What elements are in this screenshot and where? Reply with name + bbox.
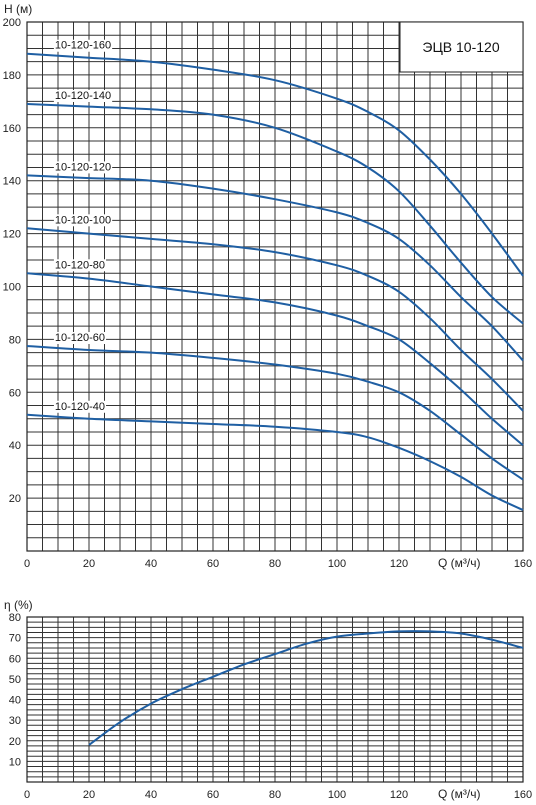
y-tick-label: 80 <box>9 334 21 346</box>
series-label: 10-120-60 <box>55 332 105 344</box>
x-tick-label: 160 <box>514 558 532 570</box>
series-label-background <box>53 39 113 52</box>
series-line <box>26 52 524 277</box>
efficiency-chart-frame <box>26 616 524 783</box>
head-y-axis-label: H (м) <box>4 2 32 16</box>
x-tick-label: 80 <box>269 558 281 570</box>
series-label: 10-120-40 <box>55 401 105 413</box>
efficiency-chart: 0 20 40 60 80 100 120 160 10 20 30 40 50 60 70 80 η (%)… <box>4 598 532 801</box>
y-tick-label: 100 <box>3 282 21 294</box>
x-tick-label: 160 <box>514 789 532 801</box>
y-tick-label: 50 <box>9 674 21 686</box>
x-tick-label: 20 <box>83 558 95 570</box>
efficiency-x-axis-label: Q (м³/ч) <box>438 787 481 801</box>
y-tick-label: 200 <box>3 17 21 29</box>
head-chart-frame <box>26 21 524 552</box>
x-tick-label: 100 <box>328 789 346 801</box>
x-tick-label: 80 <box>269 789 281 801</box>
head-curves: 10-120-160 10-120-140 10-120-120 10-120-100… <box>26 39 524 511</box>
efficiency-y-axis-label: η (%) <box>4 598 33 612</box>
x-tick-label: 60 <box>207 558 219 570</box>
series-line <box>26 345 524 481</box>
series-label: 10-120-100 <box>55 214 111 226</box>
y-tick-label: 60 <box>9 387 21 399</box>
series-label: 10-120-120 <box>55 161 111 173</box>
x-tick-label: 100 <box>328 558 346 570</box>
series-label: 10-120-140 <box>55 90 111 102</box>
y-tick-label: 60 <box>9 653 21 665</box>
series-label: 10-120-160 <box>55 40 111 52</box>
series-line <box>26 103 524 325</box>
x-tick-label: 120 <box>390 789 408 801</box>
series-label-background <box>53 161 113 174</box>
head-grid <box>26 21 524 552</box>
series-line <box>26 272 524 446</box>
y-tick-label: 10 <box>9 756 21 768</box>
series-label-background <box>53 214 113 227</box>
series-label-background <box>53 332 107 345</box>
series-label-background <box>53 259 107 272</box>
head-x-axis-label: Q (м³/ч) <box>438 556 481 570</box>
y-tick-label: 120 <box>3 229 21 241</box>
series-label: 10-120-80 <box>55 259 105 271</box>
series-line <box>26 174 524 362</box>
x-tick-label: 0 <box>24 558 30 570</box>
efficiency-tick-labels: 0 20 40 60 80 100 120 160 10 20 30 40 50 60 70 80 <box>9 612 532 801</box>
x-tick-label: 20 <box>83 789 95 801</box>
series-line <box>26 227 524 412</box>
series-line <box>88 630 524 746</box>
y-tick-label: 140 <box>3 176 21 188</box>
efficiency-curves <box>88 630 524 746</box>
x-tick-label: 0 <box>24 789 30 801</box>
x-tick-label: 120 <box>390 558 408 570</box>
x-tick-label: 40 <box>145 789 157 801</box>
x-tick-label: 60 <box>207 789 219 801</box>
y-tick-label: 80 <box>9 612 21 624</box>
y-tick-label: 40 <box>9 695 21 707</box>
y-tick-label: 30 <box>9 715 21 727</box>
head-chart: 10-120-160 10-120-140 10-120-120 10-120-100… <box>3 2 533 570</box>
y-tick-label: 180 <box>3 70 21 82</box>
series-label-background <box>53 400 107 413</box>
chart-title-box <box>399 21 524 73</box>
head-tick-labels: 0 20 40 60 80 100 120 160 20 40 60 80 100 120 140 160 18… <box>3 17 533 570</box>
series-line <box>26 413 524 511</box>
y-tick-label: 40 <box>9 440 21 452</box>
y-tick-label: 160 <box>3 123 21 135</box>
chart-title: ЭЦВ 10-120 <box>422 39 499 55</box>
y-tick-label: 70 <box>9 633 21 645</box>
y-tick-label: 20 <box>9 493 21 505</box>
y-tick-label: 20 <box>9 736 21 748</box>
efficiency-grid <box>26 616 524 783</box>
x-tick-label: 40 <box>145 558 157 570</box>
series-label-background <box>53 89 113 102</box>
